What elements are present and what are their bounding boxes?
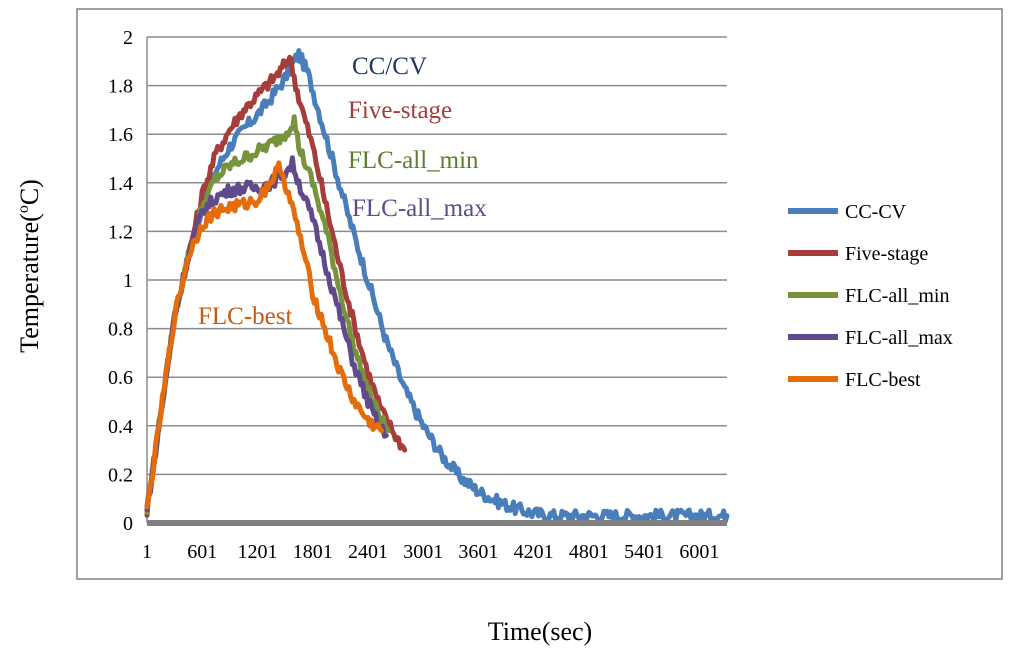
legend-label: FLC-all_min: [845, 285, 949, 307]
y-tick-label: 1.8: [108, 76, 133, 98]
legend-label: Five-stage: [845, 243, 928, 265]
chart-area-border: [76, 8, 1003, 580]
y-axis-title: Temperature(oC): [15, 179, 44, 353]
x-tick-labels: 1 601 1201 1801 2401 3001 3601 4201 4801 5401 6001: [142, 541, 719, 563]
annotation-flc-all-max: FLC-all_max: [352, 195, 487, 222]
annotation-flc-all-min: FLC-all_min: [348, 147, 479, 174]
y-tick-label: 1.2: [108, 221, 133, 243]
legend-label: FLC-all_max: [845, 327, 953, 349]
legend: CC-CV Five-stage FLC-all_min FLC-all_max FLC…: [788, 201, 953, 391]
y-tick-label: 2: [123, 27, 133, 49]
series-line-flc-best: [144, 160, 385, 510]
legend-item-five-stage: Five-stage: [788, 243, 928, 265]
x-tick-label: 4201: [514, 541, 554, 563]
legend-label: CC-CV: [845, 201, 907, 223]
x-tick-label: 601: [187, 541, 217, 563]
legend-item-flc-all-min: FLC-all_min: [788, 285, 949, 307]
y-tick-label: 1.6: [108, 124, 133, 146]
y-tick-label: 0.2: [108, 464, 133, 486]
y-tick-label: 1: [123, 270, 133, 292]
x-tick-label: 2401: [348, 541, 388, 563]
legend-item-flc-best: FLC-best: [788, 369, 921, 391]
series-line-cc-cv: [144, 48, 730, 525]
annotation-five-stage: Five-stage: [348, 97, 452, 124]
y-tick-label: 0.6: [108, 367, 133, 389]
y-axis-title-superscript: o: [15, 205, 32, 213]
legend-item-cc-cv: CC-CV: [788, 201, 907, 223]
x-tick-label: 6001: [679, 541, 719, 563]
x-tick-label: 1801: [293, 541, 333, 563]
x-tick-label: 3001: [403, 541, 443, 563]
y-tick-labels: 0 0.2 0.4 0.6 0.8 1 1.2 1.4 1.6 1.8 2: [108, 27, 133, 535]
x-tick-label: 1201: [237, 541, 277, 563]
y-tick-label: 0.8: [108, 319, 133, 341]
x-tick-label: 1: [142, 541, 152, 563]
legend-item-flc-all-max: FLC-all_max: [788, 327, 953, 349]
annotation-flc-best: FLC-best: [198, 303, 293, 330]
x-axis-title: Time(sec): [488, 617, 592, 646]
y-tick-label: 0: [123, 513, 133, 535]
gridlines: [146, 36, 727, 523]
x-tick-label: 4801: [569, 541, 609, 563]
y-tick-label: 0.4: [108, 416, 133, 438]
series-lines: [144, 48, 730, 525]
x-tick-label: 5401: [624, 541, 664, 563]
y-tick-label: 1.4: [108, 173, 133, 195]
legend-label: FLC-best: [845, 369, 921, 391]
annotation-cc-cv: CC/CV: [352, 53, 427, 80]
x-tick-label: 3601: [458, 541, 498, 563]
